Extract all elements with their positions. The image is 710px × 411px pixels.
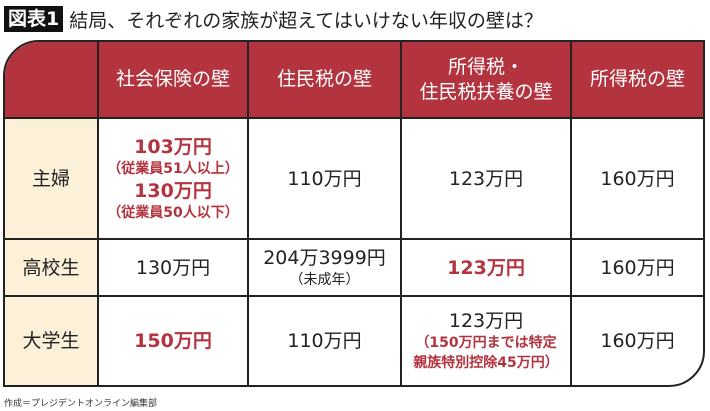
cell-social: 130万円: [99, 240, 249, 297]
table-row: 主婦 103万円 （従業員51人以上） 130万円 （従業員50人以下） 110…: [5, 119, 703, 240]
header-row: 社会保険の壁 住民税の壁 所得税・ 住民税扶養の壁 所得税の壁: [5, 42, 703, 119]
cell-dependent: 123万円: [402, 119, 572, 240]
value: 103万円: [134, 135, 212, 158]
value: 204万3999円: [263, 246, 386, 269]
note: （150万円までは特定: [415, 335, 557, 351]
header-social-insurance: 社会保険の壁: [99, 42, 249, 119]
note: （未成年）: [289, 271, 360, 288]
table-row: 大学生 150万円 110万円 123万円 （150万円までは特定 親族特別控除…: [5, 297, 703, 385]
cell-resident: 110万円: [249, 297, 402, 385]
title-text: 結局、それぞれの家族が超えてはいけない年収の壁は？: [69, 9, 543, 32]
row-label: 主婦: [5, 119, 99, 240]
note: （従業員51人以上）: [107, 160, 239, 177]
cell-social: 103万円 （従業員51人以上） 130万円 （従業員50人以下）: [99, 119, 249, 240]
figure-badge: 図表1: [4, 6, 64, 32]
header-dependent: 所得税・ 住民税扶養の壁: [402, 42, 572, 119]
income-wall-table: 社会保険の壁 住民税の壁 所得税・ 住民税扶養の壁 所得税の壁 主婦 103万円…: [3, 40, 705, 387]
cell-dependent: 123万円 （150万円までは特定 親族特別控除45万円）: [402, 297, 572, 385]
credit: 作成＝プレジデントオンライン編集部: [4, 399, 158, 409]
cell-social: 150万円: [99, 297, 249, 385]
header-income-tax: 所得税の壁: [572, 42, 703, 119]
cell-income: 160万円: [572, 119, 703, 240]
note: （従業員50人以下）: [107, 204, 239, 221]
header-corner: [5, 42, 99, 119]
cell-resident: 110万円: [249, 119, 402, 240]
table-row: 高校生 130万円 204万3999円 （未成年） 123万円 160万円: [5, 240, 703, 297]
row-label: 大学生: [5, 297, 99, 385]
cell-income: 160万円: [572, 240, 703, 297]
header-resident-tax: 住民税の壁: [249, 42, 402, 119]
value: 130万円: [134, 179, 212, 202]
row-label: 高校生: [5, 240, 99, 297]
cell-income: 160万円: [600, 330, 675, 352]
value: 123万円: [448, 310, 524, 332]
cell-dependent: 123万円: [402, 240, 572, 297]
note: 親族特別控除45万円）: [413, 355, 559, 371]
cell-resident: 204万3999円 （未成年）: [249, 240, 402, 297]
figure-title: 図表1 結局、それぞれの家族が超えてはいけない年収の壁は？: [4, 6, 543, 32]
